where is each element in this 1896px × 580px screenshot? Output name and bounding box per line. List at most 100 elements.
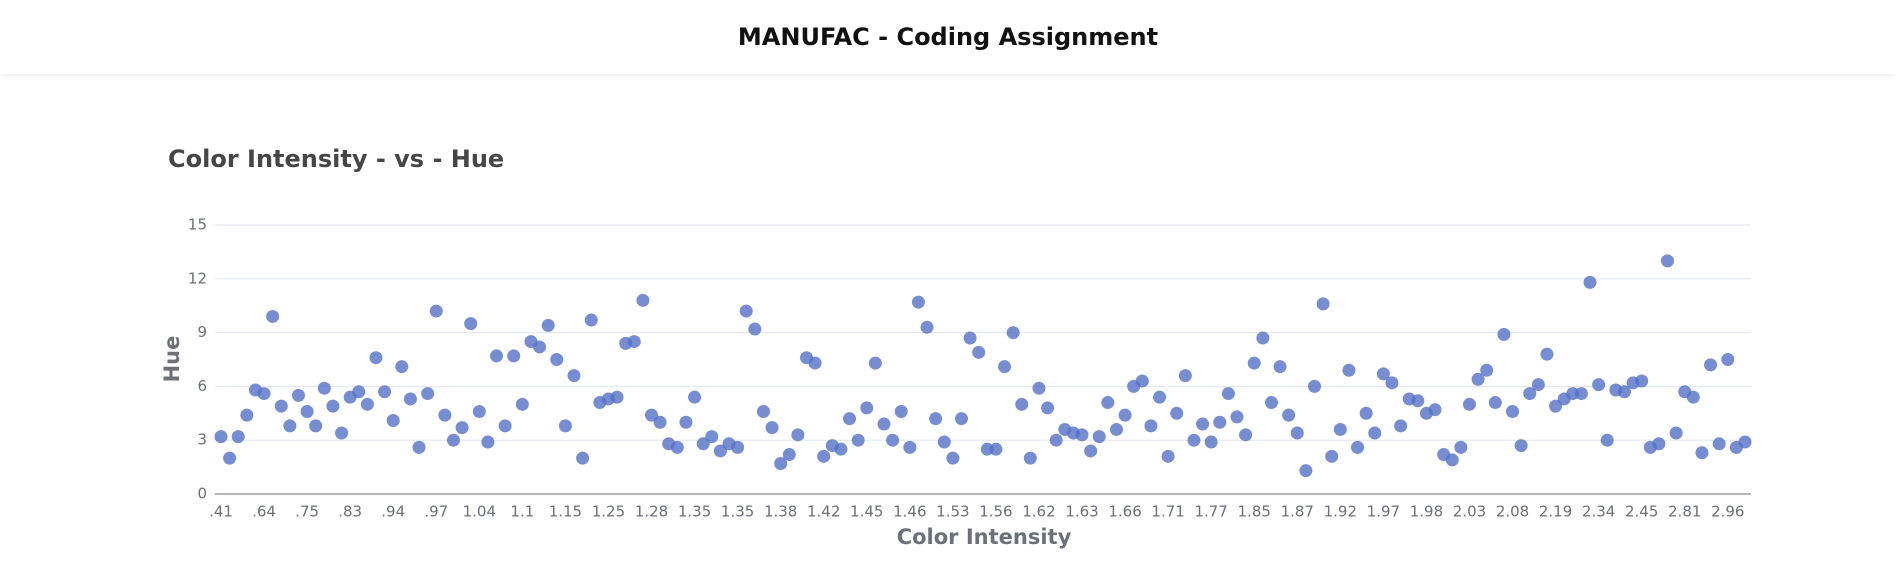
- point: [464, 317, 478, 331]
- point: [653, 415, 667, 429]
- point: [378, 385, 392, 399]
- point: [627, 335, 641, 349]
- x-tick-label: .64: [252, 503, 276, 521]
- point: [1712, 437, 1726, 451]
- point: [782, 448, 796, 462]
- point: [1135, 374, 1149, 388]
- point: [920, 320, 934, 334]
- point: [713, 444, 727, 458]
- point: [1704, 358, 1718, 372]
- point: [1092, 430, 1106, 444]
- x-tick-label: .41: [209, 503, 233, 521]
- point: [610, 390, 624, 404]
- x-tick-label: 1.98: [1410, 503, 1443, 521]
- point: [989, 442, 1003, 456]
- point: [1394, 419, 1408, 433]
- point: [1531, 378, 1545, 392]
- x-tick-label: 1.15: [549, 503, 582, 521]
- point: [1661, 254, 1675, 268]
- point: [1015, 397, 1029, 411]
- point: [1514, 439, 1528, 453]
- point: [1221, 387, 1235, 401]
- point: [1041, 401, 1055, 415]
- x-tick-label: 2.45: [1625, 503, 1658, 521]
- point: [1359, 406, 1373, 420]
- y-tick-label: 6: [197, 377, 207, 395]
- x-tick-label: 1.28: [635, 503, 668, 521]
- point: [851, 433, 865, 447]
- page-title: MANUFAC - Coding Assignment: [737, 23, 1159, 51]
- x-tick-label: 2.96: [1711, 503, 1744, 521]
- point: [679, 415, 693, 429]
- x-tick-label: 2.08: [1496, 503, 1529, 521]
- point: [507, 349, 521, 363]
- point: [731, 440, 745, 454]
- point: [257, 387, 271, 401]
- x-tick-label: .75: [295, 503, 319, 521]
- point: [1023, 451, 1037, 465]
- point: [576, 451, 590, 465]
- point: [231, 430, 245, 444]
- point: [774, 457, 788, 471]
- point: [645, 408, 659, 422]
- x-tick-label: 2.19: [1539, 503, 1572, 521]
- point: [1144, 419, 1158, 433]
- point: [860, 401, 874, 415]
- point: [739, 304, 753, 318]
- x-tick-label: .83: [338, 503, 362, 521]
- point: [1376, 367, 1390, 381]
- point: [567, 369, 581, 383]
- x-tick-label: 1.62: [1022, 503, 1055, 521]
- point: [1032, 381, 1046, 395]
- point: [937, 435, 951, 449]
- point: [223, 451, 237, 465]
- point: [1161, 449, 1175, 463]
- y-axis-label: Hue: [160, 336, 184, 383]
- y-tick-label: 9: [197, 323, 207, 341]
- point: [911, 295, 925, 309]
- point: [1592, 378, 1606, 392]
- point: [1290, 426, 1304, 440]
- header: MANUFAC - Coding Assignment: [0, 0, 1896, 74]
- point: [636, 293, 650, 307]
- point: [1204, 435, 1218, 449]
- point: [584, 313, 598, 327]
- point: [1153, 390, 1167, 404]
- x-tick-label: .97: [424, 503, 448, 521]
- point: [1574, 387, 1588, 401]
- point: [1333, 422, 1347, 436]
- point: [395, 360, 409, 374]
- point: [998, 360, 1012, 374]
- x-tick-label: 1.56: [979, 503, 1012, 521]
- point: [954, 412, 968, 426]
- point: [903, 440, 917, 454]
- point: [1583, 275, 1597, 289]
- point: [240, 408, 254, 422]
- point: [1084, 444, 1098, 458]
- point: [886, 433, 900, 447]
- point: [498, 419, 512, 433]
- x-axis-label: Color Intensity: [897, 525, 1072, 549]
- point: [1454, 440, 1468, 454]
- x-tick-label: 1.46: [893, 503, 926, 521]
- x-tick-label: 1.77: [1194, 503, 1227, 521]
- point: [266, 309, 280, 323]
- point: [1247, 356, 1261, 370]
- y-tick-label: 15: [188, 216, 207, 234]
- point: [1721, 353, 1735, 366]
- point: [274, 399, 288, 413]
- point: [1239, 428, 1253, 442]
- point: [438, 408, 452, 422]
- y-tick-label: 0: [197, 485, 207, 503]
- point: [748, 322, 762, 336]
- point: [515, 397, 529, 411]
- point: [429, 304, 443, 318]
- point: [403, 392, 417, 406]
- point: [1635, 374, 1649, 388]
- point: [1299, 464, 1313, 478]
- point: [670, 440, 684, 454]
- point: [317, 381, 331, 395]
- point: [1342, 363, 1356, 377]
